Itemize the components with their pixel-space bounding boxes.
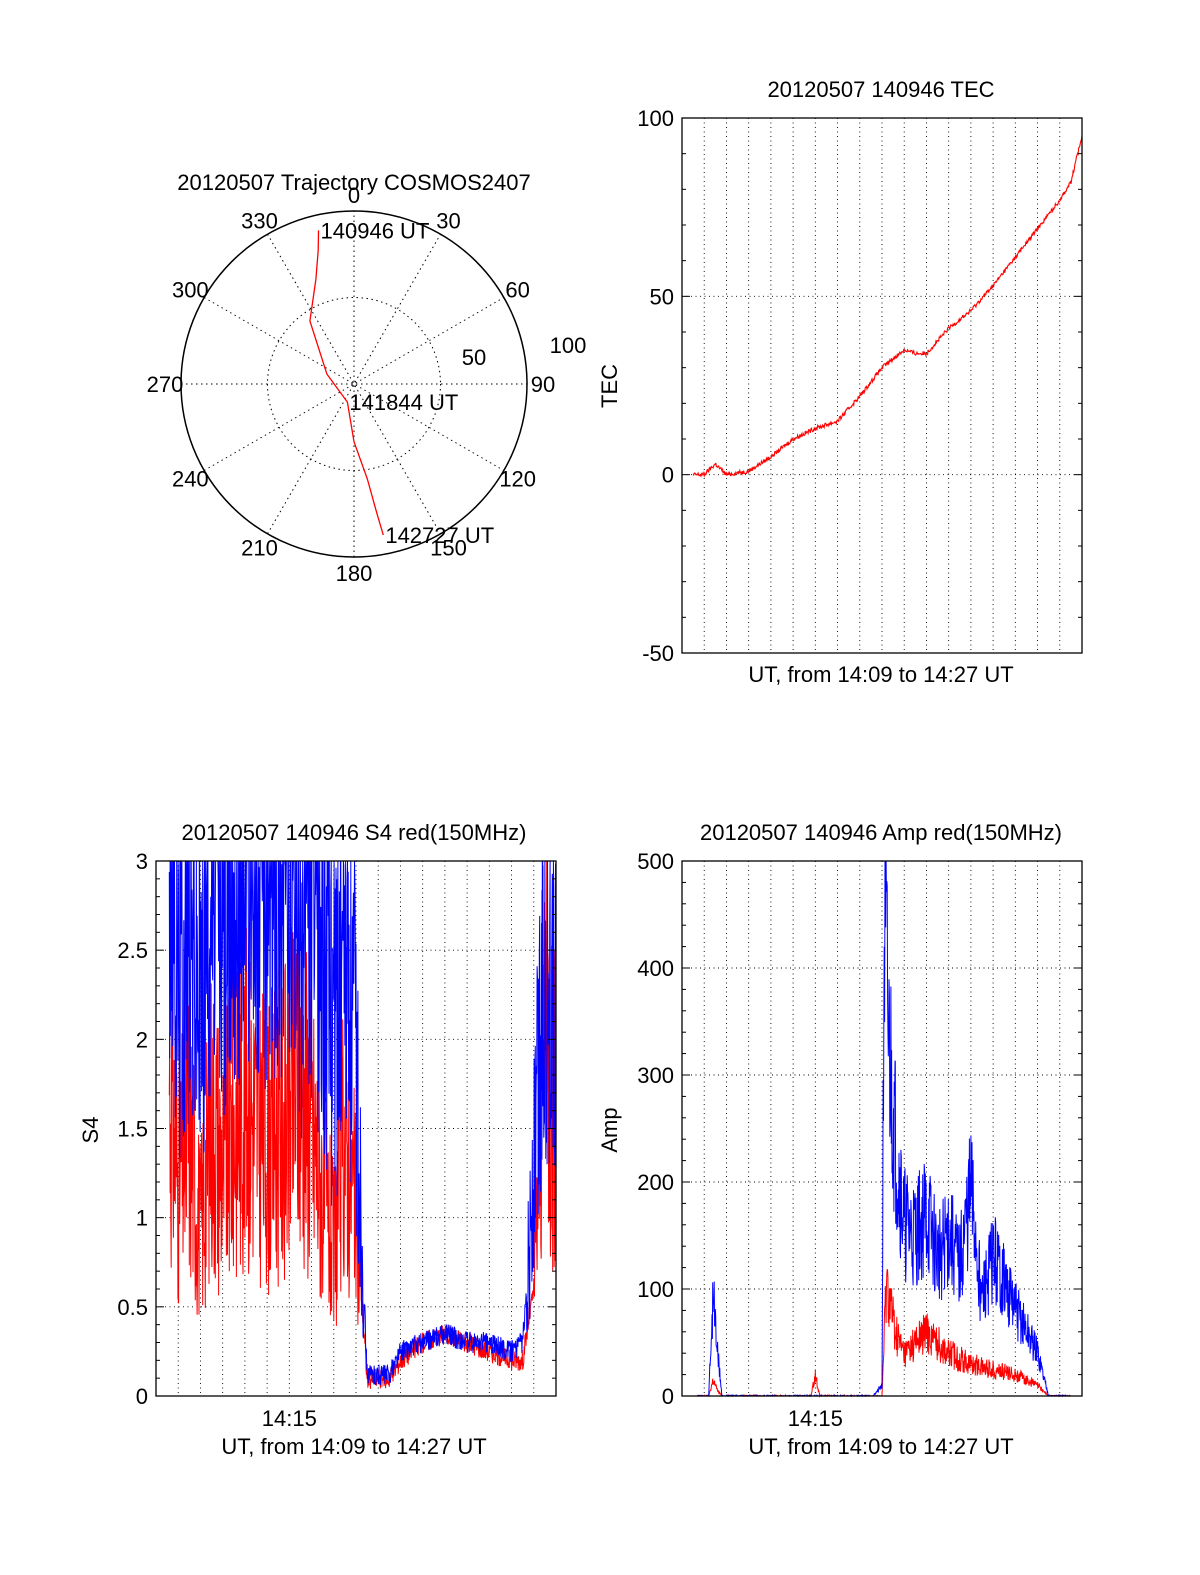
radius-label: 50 — [462, 345, 486, 370]
trajectory-annotation: 140946 UT — [321, 218, 430, 243]
azimuth-label: 330 — [241, 208, 278, 233]
azimuth-label: 180 — [336, 561, 373, 586]
s4-chart: 20120507 140946 S4 red(150MHz) 3 2.5 2 1.5 1… — [78, 820, 557, 1459]
amp-ylabel: Amp — [597, 1107, 622, 1152]
amp-title: 20120507 140946 Amp red(150MHz) — [700, 820, 1062, 845]
s4-title: 20120507 140946 S4 red(150MHz) — [182, 820, 527, 845]
polar-spoke — [203, 297, 505, 471]
s4-ticks: 3 2.5 2 1.5 1 0.5 0 14:15 — [117, 849, 556, 1431]
azimuth-label: 270 — [147, 372, 184, 397]
amp-ytick-label: 0 — [662, 1384, 674, 1409]
tec-ticks: 100 50 0 -50 — [637, 106, 1082, 666]
trajectory-line — [309, 230, 384, 536]
s4-ylabel: S4 — [78, 1117, 103, 1144]
polar-spoke — [267, 233, 441, 535]
azimuth-label: 210 — [241, 536, 278, 561]
polar-spoke — [203, 297, 505, 471]
amp-ytick-label: 100 — [637, 1277, 674, 1302]
s4-ytick-label: 2.5 — [117, 938, 148, 963]
s4-ytick-label: 2 — [136, 1027, 148, 1052]
trajectory-annotation: 142727 UT — [385, 523, 494, 548]
trajectory-annotations: 140946 UT 141844 UT 142727 UT — [321, 218, 495, 548]
tec-title: 20120507 140946 TEC — [767, 77, 994, 102]
s4-series — [168, 860, 557, 1389]
amp-ytick-label: 400 — [637, 956, 674, 981]
polar-grid — [180, 210, 528, 558]
amp-ytick-label: 300 — [637, 1063, 674, 1088]
polar-labels: 0 30 60 90 120 150 180 210 240 270 300 330 50 100 — [147, 183, 587, 586]
azimuth-label: 90 — [531, 372, 555, 397]
tec-series — [692, 135, 1083, 478]
tec-ytick-label: 0 — [662, 463, 674, 488]
s4-ytick-label: 0 — [136, 1384, 148, 1409]
polar-inner-circle — [267, 297, 441, 471]
s4-ytick-label: 1.5 — [117, 1117, 148, 1142]
amp-ytick-label: 500 — [637, 849, 674, 874]
amp-chart: 20120507 140946 Amp red(150MHz) 500 400 30… — [597, 820, 1083, 1459]
s4-xlabel: UT, from 14:09 to 14:27 UT — [221, 1434, 486, 1459]
polar-outer-circle — [180, 210, 528, 558]
tec-chart: 20120507 140946 TEC 100 50 0 -50 UT, from 1… — [597, 77, 1083, 687]
amp-frame — [681, 860, 1083, 1397]
s4-xtick-label: 14:15 — [262, 1406, 317, 1431]
azimuth-label: 30 — [436, 208, 460, 233]
trajectory-title: 20120507 Trajectory COSMOS2407 — [177, 170, 530, 195]
tec-ytick-label: 50 — [650, 284, 674, 309]
azimuth-label: 150 — [430, 536, 467, 561]
azimuth-label: 0 — [348, 183, 360, 208]
radius-label: 100 — [550, 333, 587, 358]
s4-ytick-label: 3 — [136, 849, 148, 874]
s4-grid — [156, 861, 556, 1396]
azimuth-label: 120 — [499, 467, 536, 492]
tec-grid — [682, 118, 1082, 653]
s4-ytick-label: 0.5 — [117, 1295, 148, 1320]
azimuth-label: 60 — [505, 278, 529, 303]
s4-series-line — [168, 860, 557, 1386]
amp-xlabel: UT, from 14:09 to 14:27 UT — [748, 1434, 1013, 1459]
amp-ytick-label: 200 — [637, 1170, 674, 1195]
tec-xlabel: UT, from 14:09 to 14:27 UT — [748, 662, 1013, 687]
s4-ytick-label: 1 — [136, 1206, 148, 1231]
tec-ytick-label: -50 — [642, 641, 674, 666]
amp-xtick-label: 14:15 — [788, 1406, 843, 1431]
trajectory-annotation: 141844 UT — [349, 390, 458, 415]
tec-series-line — [692, 135, 1083, 478]
tec-ytick-label: 100 — [637, 106, 674, 131]
azimuth-label: 240 — [172, 467, 209, 492]
tec-frame — [681, 117, 1083, 654]
trajectory-chart: 20120507 Trajectory COSMOS2407 0 30 60 90 12… — [147, 170, 587, 586]
polar-spoke — [267, 233, 441, 535]
tec-ylabel: TEC — [597, 364, 622, 408]
azimuth-label: 300 — [172, 278, 209, 303]
amp-ticks: 500 400 300 200 100 0 14:15 — [637, 849, 1082, 1431]
